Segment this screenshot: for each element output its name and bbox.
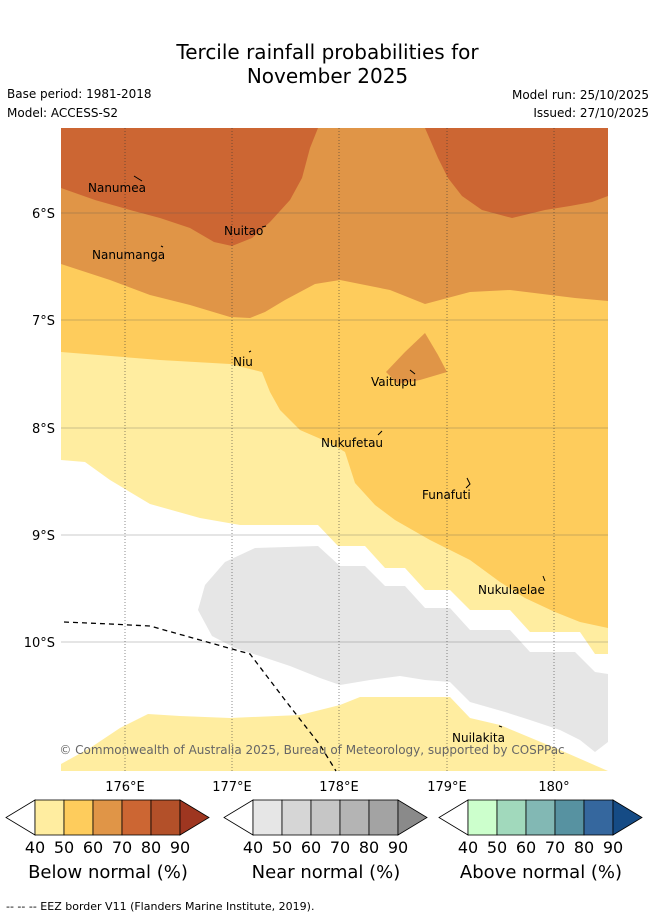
- legend-above-over-triangle: [612, 799, 643, 836]
- latitude-gridlines: [61, 212, 608, 643]
- legend-above-under-triangle: [438, 799, 469, 836]
- base-period: Base period: 1981-2018: [7, 87, 152, 101]
- legend-above: 40 50 60 70 80 90: [438, 799, 643, 857]
- eez-footnote: -- -- -- EEZ border V11 (Flanders Marine…: [6, 900, 315, 913]
- label-nanumea: Nanumea: [88, 181, 146, 195]
- label-niu: Niu: [233, 355, 253, 369]
- colorbar-legends: 40 50 60 70 80 90 40 50 60 70 80 90 40 50 60 70 80 90: [5, 799, 643, 857]
- legend-near: 40 50 60 70 80 90: [223, 799, 428, 857]
- legend-below-swatch-3: [121, 799, 152, 836]
- legend-below-tick-70: 70: [112, 838, 132, 857]
- legend-below-tick-90: 90: [170, 838, 190, 857]
- map-title: Tercile rainfall probabilities for Novem…: [0, 40, 655, 88]
- lon-label-178e: 178°E: [319, 780, 359, 795]
- label-nuitao: Nuitao: [224, 224, 263, 238]
- lon-label-177e: 177°E: [212, 780, 252, 795]
- legend-below-swatch-4: [150, 799, 181, 836]
- label-funafuti: Funafuti: [422, 488, 471, 502]
- island-markers: [133, 175, 546, 728]
- legend-title-below: Below normal (%): [28, 862, 188, 883]
- nuitao-island-marker: [261, 225, 267, 228]
- legend-below: 40 50 60 70 80 90: [5, 799, 210, 857]
- longitude-gridlines: [124, 128, 555, 771]
- lat-label-8s: 8°S: [32, 422, 55, 437]
- lat-label-10s: 10°S: [24, 636, 55, 651]
- lon-label-179e: 179°E: [427, 780, 467, 795]
- nuilakita-island-marker: [498, 725, 503, 728]
- legend-below-swatch-1: [63, 799, 94, 836]
- below-70-80-zone: [61, 128, 318, 246]
- legend-near-tick-90: 90: [388, 838, 408, 857]
- legend-above-tick-90: 90: [603, 838, 623, 857]
- near-40-50-zone: [198, 546, 608, 752]
- label-nukufetau: Nukufetau: [321, 436, 383, 450]
- niu-island-marker: [248, 350, 252, 353]
- legend-below-tick-50: 50: [54, 838, 74, 857]
- legend-near-tick-70: 70: [330, 838, 350, 857]
- funafuti-island-marker: [465, 477, 471, 489]
- legend-below-swatch-0: [34, 799, 65, 836]
- vaitupu-island-marker: [409, 369, 416, 375]
- legend-near-tick-60: 60: [301, 838, 321, 857]
- legend-above-swatch-3: [554, 799, 585, 836]
- nukulaelae-island-marker: [542, 575, 546, 582]
- nukufetau-island-marker: [377, 430, 383, 436]
- legend-below-tick-40: 40: [25, 838, 45, 857]
- legend-above-tick-80: 80: [574, 838, 594, 857]
- legend-near-swatch-2: [310, 799, 341, 836]
- legend-above-tick-70: 70: [545, 838, 565, 857]
- nanumanga-island-marker: [160, 245, 164, 248]
- below-60-70-patch: [386, 333, 447, 384]
- eez-border: [63, 621, 337, 772]
- lat-label-9s: 9°S: [32, 529, 55, 544]
- below-40-50-south-band: [61, 697, 608, 771]
- legend-near-swatch-3: [339, 799, 370, 836]
- model-run: Model run: 25/10/2025: [511, 88, 649, 102]
- legend-below-under-triangle: [5, 799, 36, 836]
- label-nanumanga: Nanumanga: [92, 248, 165, 262]
- legend-below-tick-80: 80: [141, 838, 161, 857]
- legend-above-tick-50: 50: [487, 838, 507, 857]
- legend-below-swatch-2: [92, 799, 123, 836]
- legend-below-tick-60: 60: [83, 838, 103, 857]
- legend-near-under-triangle: [223, 799, 254, 836]
- probability-fields: [61, 128, 608, 771]
- legend-near-tick-80: 80: [359, 838, 379, 857]
- legend-near-tick-50: 50: [272, 838, 292, 857]
- legend-above-swatch-1: [496, 799, 527, 836]
- label-vaitupu: Vaitupu: [371, 375, 417, 389]
- below-70-80-zone-east: [425, 128, 608, 218]
- model-name: Model: ACCESS-S2: [7, 106, 119, 120]
- issued-date: Issued: 27/10/2025: [533, 106, 649, 120]
- lat-label-7s: 7°S: [32, 314, 55, 329]
- legend-near-tick-40: 40: [243, 838, 263, 857]
- legend-above-swatch-2: [525, 799, 556, 836]
- copyright-notice: © Commonwealth of Australia 2025, Bureau…: [59, 743, 564, 757]
- legend-near-over-triangle: [397, 799, 428, 836]
- rainfall-map: Nanumea Nuitao Nanumanga Niu Vaitupu Nuk…: [5, 128, 643, 857]
- legend-near-swatch-1: [281, 799, 312, 836]
- label-nukulaelae: Nukulaelae: [478, 583, 545, 597]
- legend-near-swatch-0: [252, 799, 283, 836]
- title-line-1: Tercile rainfall probabilities for: [176, 40, 479, 64]
- legend-above-tick-60: 60: [516, 838, 536, 857]
- legend-near-swatch-4: [368, 799, 399, 836]
- label-nuilakita: Nuilakita: [452, 731, 505, 745]
- legend-above-swatch-4: [583, 799, 614, 836]
- lon-label-176e: 176°E: [105, 780, 145, 795]
- title-line-2: November 2025: [246, 64, 409, 88]
- lat-label-6s: 6°S: [32, 207, 55, 222]
- legend-title-above: Above normal (%): [459, 862, 623, 883]
- legend-title-near: Near normal (%): [251, 862, 401, 883]
- lon-label-180: 180°: [538, 780, 569, 795]
- nanumea-island-marker: [133, 175, 143, 182]
- legend-below-over-triangle: [179, 799, 210, 836]
- legend-above-swatch-0: [467, 799, 498, 836]
- legend-above-tick-40: 40: [458, 838, 478, 857]
